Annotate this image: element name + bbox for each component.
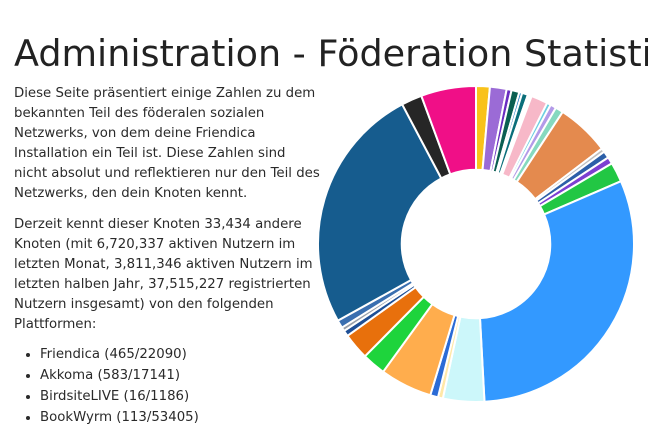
chart-slice-26[interactable] [317,103,443,322]
platform-item-bookwyrm: BookWyrm (113/53405) [40,408,320,428]
platform-list: Friendica (465/22090) Akkoma (583/17141)… [14,345,320,428]
summary-paragraph: Derzeit kennt dieser Knoten 33,434 ander… [14,216,313,333]
intro-paragraph: Diese Seite präsentiert einige Zahlen zu… [14,86,320,202]
chart-slice-16[interactable] [478,180,635,403]
page-title: Administration - Föderation Statistik [14,32,648,75]
platform-item-birdsitelive: BirdsiteLIVE (16/1186) [40,387,320,408]
federation-doughnut-chart [310,78,642,410]
doughnut-svg [317,85,635,403]
platform-item-akkoma: Akkoma (583/17141) [40,366,320,387]
chart-slice-28[interactable] [420,85,477,176]
content-text: Diese Seite präsentiert einige Zahlen zu… [14,84,320,428]
platform-item-friendica: Friendica (465/22090) [40,345,320,366]
